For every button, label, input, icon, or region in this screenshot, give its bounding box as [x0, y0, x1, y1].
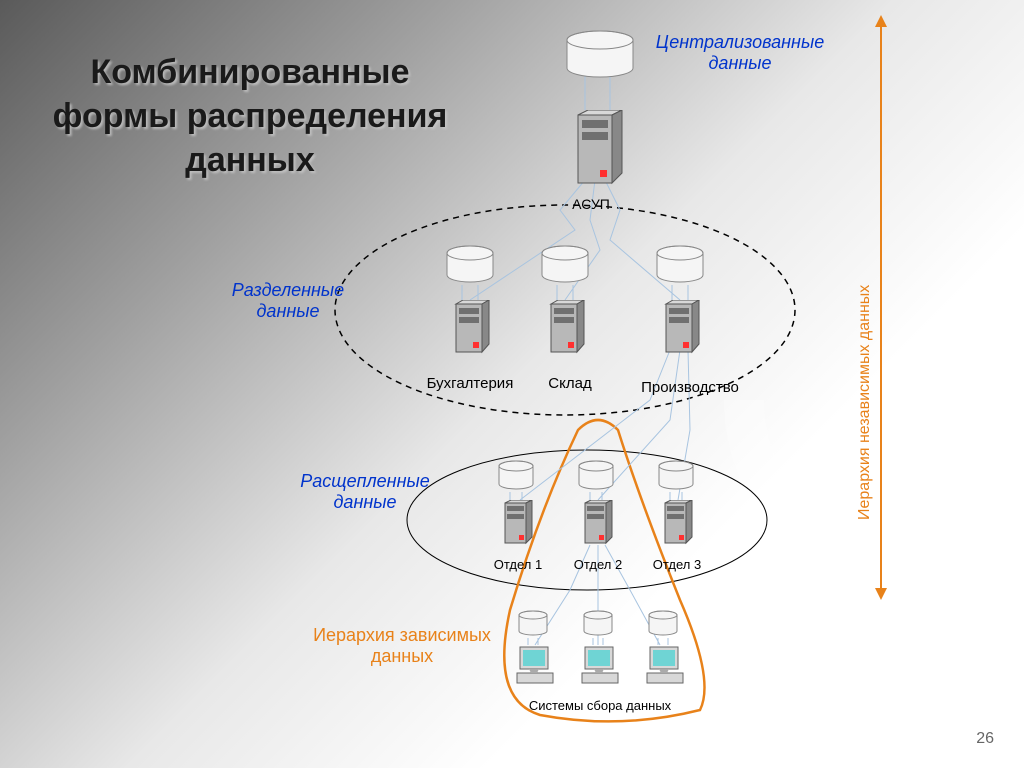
cylinder-pc3 — [647, 610, 679, 643]
label-dependent: Иерархия зависимых данных — [312, 625, 492, 667]
hierarchy-arrow-line — [880, 25, 882, 590]
label-dept2: Отдел 2 — [563, 557, 633, 572]
page-number: 26 — [976, 730, 994, 748]
label-asup: АСУП — [551, 196, 631, 212]
server-production — [660, 300, 702, 363]
cylinder-pc2 — [582, 610, 614, 643]
monitor-pc2 — [580, 645, 620, 695]
label-collection: Системы сбора данных — [510, 698, 690, 713]
label-dept3: Отдел 3 — [642, 557, 712, 572]
label-separated: Разделенные данные — [218, 280, 358, 322]
cylinder-warehouse — [540, 245, 590, 290]
server-accounting — [450, 300, 492, 363]
cylinder-production — [655, 245, 705, 290]
label-dept1: Отдел 1 — [483, 557, 553, 572]
server-asup — [570, 110, 625, 195]
label-split: Расщепленные данные — [285, 471, 445, 513]
cylinder-accounting — [445, 245, 495, 290]
monitor-pc3 — [645, 645, 685, 695]
cylinder-central — [565, 30, 635, 85]
cylinder-dept1 — [497, 460, 535, 497]
cylinder-pc1 — [517, 610, 549, 643]
label-warehouse: Склад — [530, 375, 610, 392]
server-dept1 — [500, 500, 534, 553]
hierarchy-arrow-up — [875, 15, 887, 27]
monitor-pc1 — [515, 645, 555, 695]
cylinder-dept3 — [657, 460, 695, 497]
server-dept3 — [660, 500, 694, 553]
label-independent: Иерархия независимых данных — [856, 120, 874, 520]
cylinder-dept2 — [577, 460, 615, 497]
label-centralized: Централизованные данные — [640, 32, 840, 74]
server-warehouse — [545, 300, 587, 363]
background-swirl — [641, 117, 1024, 683]
page-title: Комбинированные формы распределения данн… — [40, 50, 460, 183]
label-accounting: Бухгалтерия — [415, 375, 525, 392]
label-production: Производство — [625, 379, 755, 396]
hierarchy-arrow-down — [875, 588, 887, 600]
server-dept2 — [580, 500, 614, 553]
